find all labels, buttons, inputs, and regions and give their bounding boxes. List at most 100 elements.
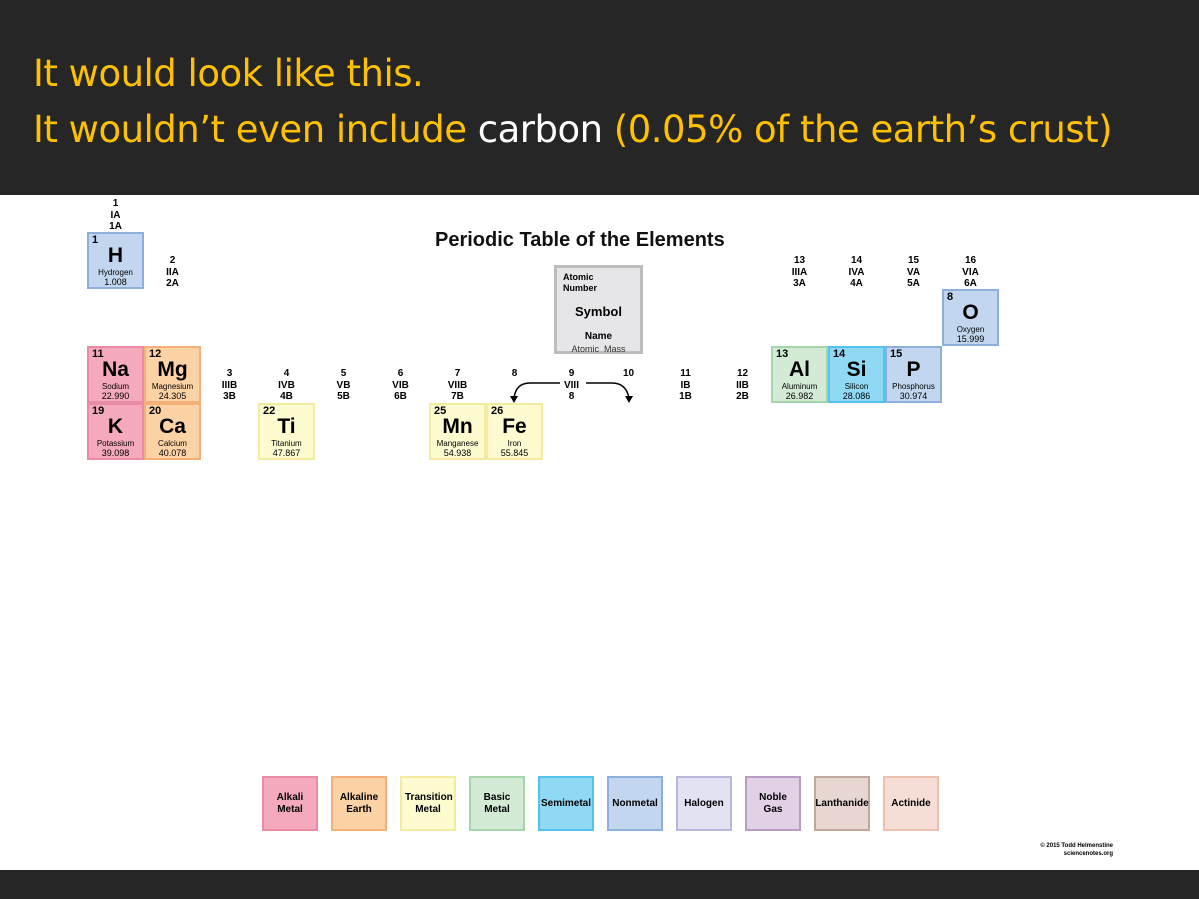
key-name: Name [584, 331, 613, 342]
group-label-line: 3B [223, 391, 236, 402]
group-label-line: 9 [568, 368, 575, 379]
legend-label: Alkali Metal [276, 791, 304, 815]
slide-header: It would look like this. It wouldn’t eve… [0, 0, 1199, 195]
element-number: 1 [92, 234, 99, 246]
element-number: 25 [434, 405, 447, 417]
legend-label: Alkaline Earth [339, 791, 379, 815]
element-mass: 22.990 [101, 391, 130, 401]
legend-nonmetal: Nonmetal [607, 776, 663, 831]
group-label-line: VIIB [447, 379, 468, 391]
group-label-line: 2 [169, 255, 176, 266]
group-label-line: 8 [568, 391, 575, 402]
element-symbol: Na [102, 358, 129, 381]
group-label-line: IVA [848, 266, 865, 278]
element-key: Atomic Number Symbol Name Atomic Mass [554, 265, 643, 354]
legend-semimetal: Semimetal [538, 776, 594, 831]
group-label-6: 6 VIB 6B [372, 368, 429, 403]
legend-lanthanide: Lanthanide [814, 776, 870, 831]
group-label-7: 7 VIIB 7B [429, 368, 486, 403]
group-label-line: 4B [280, 391, 293, 402]
group-label-8: 8 [486, 368, 543, 403]
element-sodium: 11 Na Sodium 22.990 [87, 346, 144, 403]
element-magnesium: 12 Mg Magnesium 24.305 [144, 346, 201, 403]
legend-label: Halogen [684, 797, 724, 809]
element-number: 26 [491, 405, 504, 417]
element-symbol: Mn [442, 415, 473, 438]
group-label-line: 7B [451, 391, 464, 402]
element-symbol: Si [846, 358, 867, 381]
group-label-line: 13 [793, 255, 806, 266]
legend-label: Nonmetal [612, 797, 658, 809]
element-symbol: Al [789, 358, 810, 381]
element-symbol: H [107, 244, 124, 267]
group-label-13: 13 IIIA 3A [771, 255, 828, 290]
group-label-line: 4 [283, 368, 290, 379]
group-label-line: 2B [736, 391, 749, 402]
group-label-line: 15 [907, 255, 920, 266]
group-label-line: 6A [964, 278, 977, 289]
element-symbol: O [962, 301, 979, 324]
element-hydrogen: 1 H Hydrogen 1.008 [87, 232, 144, 289]
element-name: Silicon [844, 382, 869, 391]
group-label-line [486, 380, 543, 392]
element-number: 14 [833, 348, 846, 360]
element-number: 13 [776, 348, 789, 360]
group-label-line [486, 391, 543, 403]
group-label-line: VIA [962, 266, 979, 278]
group-label-line: 10 [622, 368, 635, 379]
group-label-line: 16 [964, 255, 977, 266]
legend-label: Semimetal [540, 797, 592, 809]
legend-transition-metal: Transition Metal [400, 776, 456, 831]
group-label-line: 5A [907, 278, 920, 289]
group-label-line: VIB [392, 379, 409, 391]
group-label-14: 14 IVA 4A [828, 255, 885, 290]
element-number: 8 [947, 291, 954, 303]
group-label-10: 10 [600, 368, 657, 403]
element-mass: 24.305 [158, 391, 187, 401]
element-symbol: Ti [277, 415, 296, 438]
group-label-line: 12 [736, 368, 749, 379]
group-label-line: IA [110, 209, 121, 221]
element-number: 22 [263, 405, 276, 417]
copyright-line-2: sciencenotes.org [1063, 851, 1113, 857]
group-label-line: 6 [397, 368, 404, 379]
group-label-line: 11 [680, 368, 691, 379]
element-iron: 26 Fe Iron 55.845 [486, 403, 543, 460]
group-label-line: IIA [166, 266, 179, 278]
group-label-line: IIIB [221, 379, 238, 391]
element-name: Titanium [271, 439, 302, 448]
group-label-line: VB [336, 379, 351, 391]
table-title: Periodic Table of the Elements [435, 229, 725, 251]
element-name: Sodium [101, 382, 130, 391]
group-label-line: 7 [454, 368, 461, 379]
group-label-15: 15 VA 5A [885, 255, 942, 290]
element-symbol: Mg [157, 358, 188, 381]
element-symbol: Fe [502, 415, 527, 438]
group-label-line: 6B [394, 391, 407, 402]
group-label-16: 16 VIA 6A [942, 255, 999, 290]
element-oxygen: 8 O Oxygen 15.999 [942, 289, 999, 346]
group-label-5: 5 VB 5B [315, 368, 372, 403]
group-label-line: 3 [226, 368, 233, 379]
legend-label: Transition Metal [405, 791, 453, 815]
key-symbol: Symbol [575, 304, 622, 319]
key-mass: Atomic Mass [571, 344, 626, 354]
group-label-line: 3A [793, 278, 806, 289]
group-label-line: IIIA [791, 266, 808, 278]
element-symbol: Ca [159, 415, 186, 438]
group-label-line: 4A [850, 278, 863, 289]
group-label-line: IVB [278, 379, 295, 391]
legend-alkaline-earth: Alkaline Earth [331, 776, 387, 831]
group-label-line: IIB [736, 379, 749, 391]
group-label-line: 5 [340, 368, 347, 379]
legend-label: Lanthanide [815, 797, 869, 809]
legend-alkali-metal: Alkali Metal [262, 776, 318, 831]
element-number: 11 [92, 348, 104, 360]
element-mass: 47.867 [272, 448, 301, 458]
legend-label: Basic Metal [483, 791, 511, 815]
group-label-line: 2A [166, 278, 179, 289]
key-atomic-number: Atomic Number [563, 272, 598, 293]
group-label-11: 11 IB 1B [657, 368, 714, 403]
element-number: 15 [890, 348, 903, 360]
legend-halogen: Halogen [676, 776, 732, 831]
